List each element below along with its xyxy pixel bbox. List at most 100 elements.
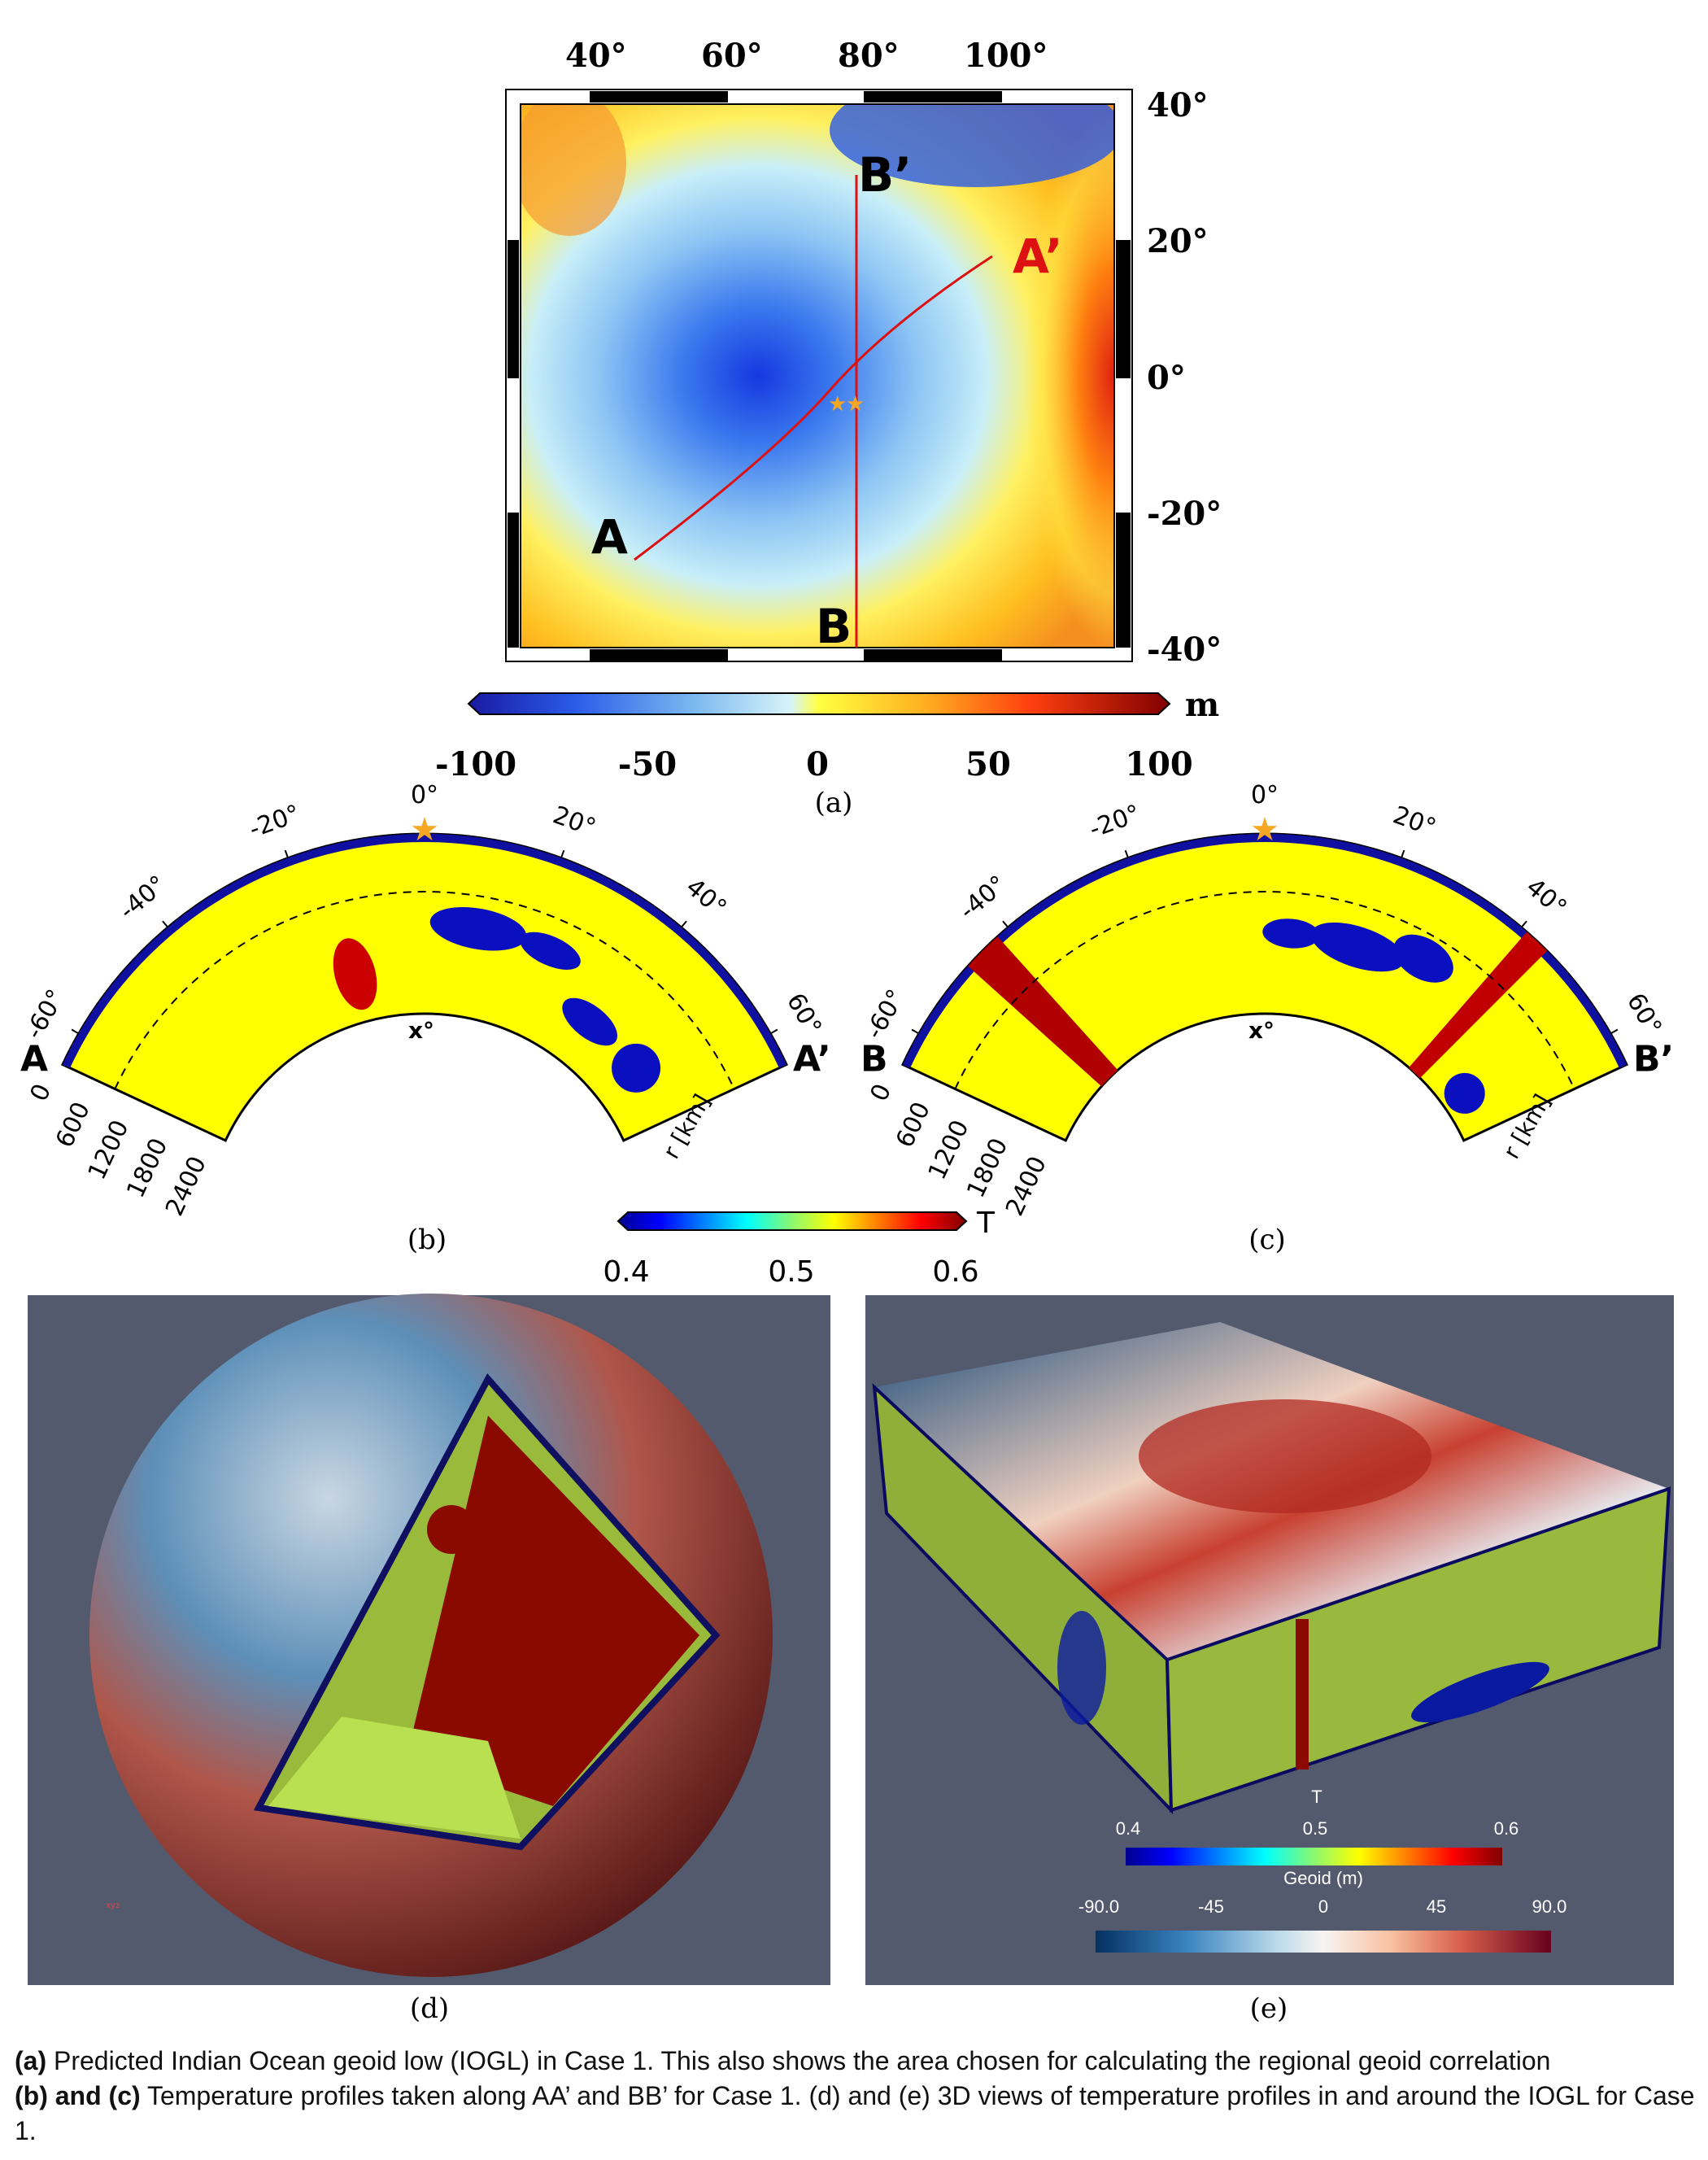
lat-tick: 40° bbox=[1147, 86, 1209, 124]
depth-tick-label: 600 bbox=[891, 1097, 936, 1152]
e-t-title: T bbox=[1311, 1787, 1322, 1807]
figure-caption: (a) Predicted Indian Ocean geoid low (IO… bbox=[15, 2044, 1698, 2149]
depth-tick-label: 2400 bbox=[160, 1152, 212, 1220]
label-a-prime: A’ bbox=[1013, 229, 1063, 284]
angle-tick-label: 20° bbox=[1389, 801, 1440, 842]
t-tick: 0.6 bbox=[932, 1255, 978, 1289]
e-geoid-colorbar bbox=[1096, 1931, 1551, 1953]
lat-tick: 20° bbox=[1147, 222, 1209, 260]
lon-tick: 80° bbox=[838, 37, 900, 75]
panel-label-c: (c) bbox=[1248, 1224, 1286, 1256]
depth-tick-label: 1800 bbox=[961, 1134, 1013, 1202]
angle-tick-label: 0° bbox=[1251, 781, 1279, 809]
e-geoid-tick: -90.0 bbox=[1078, 1896, 1119, 1917]
e-t-tick: 0.4 bbox=[1116, 1818, 1141, 1839]
anomaly bbox=[333, 938, 377, 1010]
angle-tick-label: -20° bbox=[1086, 800, 1144, 844]
depth-tick-label: 1200 bbox=[923, 1116, 975, 1185]
profile-start-label: A bbox=[20, 1038, 48, 1080]
label-b-prime: B’ bbox=[858, 147, 912, 203]
anomaly bbox=[520, 932, 581, 970]
profile-end-label: A’ bbox=[793, 1038, 831, 1080]
label-b: B bbox=[816, 599, 852, 654]
lon-tick: 40° bbox=[565, 37, 627, 75]
panel-label-d: (d) bbox=[410, 1992, 449, 2025]
caption-bold: (a) bbox=[15, 2046, 47, 2075]
anomaly bbox=[562, 997, 618, 1046]
t-title: T bbox=[976, 1207, 996, 1240]
depth-tick-label: 600 bbox=[50, 1097, 96, 1152]
e-t-tick: 0.5 bbox=[1303, 1818, 1328, 1839]
panel-c-cross-section: -60° -40° -20° 0° 20° 40° 60° ★ 0600120018002400… bbox=[860, 781, 1674, 1220]
caption-text: Predicted Indian Ocean geoid low (IOGL) … bbox=[46, 2046, 1551, 2075]
transition-zone-line bbox=[114, 891, 735, 1089]
angle-tick-label: 40° bbox=[1521, 873, 1572, 923]
depth-tick-label: 0 bbox=[865, 1080, 897, 1106]
svg-text:xyz: xyz bbox=[106, 1901, 120, 1910]
label-a: A bbox=[591, 509, 628, 565]
e-geoid-tick: 45 bbox=[1427, 1896, 1446, 1917]
colorbar-tick: 0 bbox=[806, 745, 829, 783]
star-icon: ★ bbox=[828, 392, 847, 417]
e-geoid-title: Geoid (m) bbox=[1283, 1868, 1363, 1888]
lat-tick: -20° bbox=[1147, 495, 1222, 533]
anomaly bbox=[1310, 922, 1405, 972]
anomaly bbox=[612, 1043, 661, 1093]
angle-tick-label: -40° bbox=[954, 871, 1013, 926]
lon-tick: 60° bbox=[701, 37, 763, 75]
panel-b-cross-section: -60° -40° -20° 0° 20° 40° 60° ★ 0600120018002400… bbox=[20, 781, 830, 1220]
depth-tick-label: 1800 bbox=[121, 1134, 173, 1202]
anomaly bbox=[429, 907, 527, 951]
anomaly bbox=[1444, 1072, 1485, 1114]
profile-end-label: B’ bbox=[1633, 1038, 1674, 1080]
lon-tick: 100° bbox=[964, 37, 1048, 75]
angle-tick-label: -40° bbox=[114, 871, 172, 926]
star-icon: ★ bbox=[846, 392, 865, 417]
colorbar-tick: 50 bbox=[965, 745, 1011, 783]
panel-label-b: (b) bbox=[407, 1224, 447, 1256]
star-icon: ★ bbox=[1250, 811, 1279, 849]
e-t-tick: 0.6 bbox=[1494, 1818, 1519, 1839]
geoid-colorbar: -100 -50 0 50 100 m bbox=[435, 686, 1219, 783]
angle-tick-label: 20° bbox=[549, 801, 599, 842]
angle-tick-label: 0° bbox=[411, 781, 438, 809]
e-t-colorbar bbox=[1126, 1848, 1502, 1865]
depth-tick-label: 0 bbox=[24, 1080, 57, 1106]
colorbar-unit: m bbox=[1185, 686, 1219, 724]
colorbar-tick: 100 bbox=[1125, 745, 1193, 783]
angle-tick-label: 60° bbox=[1621, 988, 1667, 1041]
t-tick: 0.4 bbox=[603, 1255, 649, 1289]
angle-tick-label: -20° bbox=[246, 800, 304, 844]
lat-tick: -40° bbox=[1147, 631, 1222, 669]
angle-tick-label: 40° bbox=[681, 873, 732, 923]
colorbar-tick: -50 bbox=[618, 745, 677, 783]
caption-bold: (b) and (c) bbox=[15, 2081, 141, 2110]
geoid-map: ★ ★ bbox=[505, 89, 1133, 662]
x-axis-label: x° bbox=[408, 1017, 434, 1044]
e-geoid-tick: 0 bbox=[1318, 1896, 1328, 1917]
colorbar-tick: -100 bbox=[435, 745, 516, 783]
lat-tick: 0° bbox=[1147, 359, 1186, 397]
caption-text: Temperature profiles taken along AA’ and… bbox=[15, 2081, 1695, 2145]
panel-label-a: (a) bbox=[815, 787, 853, 819]
depth-tick-label: 1200 bbox=[83, 1116, 135, 1185]
profile-line-aa bbox=[634, 255, 993, 561]
anomaly bbox=[1262, 919, 1320, 949]
temperature-colorbar: 0.4 0.5 0.6 T bbox=[603, 1207, 996, 1289]
star-icon: ★ bbox=[410, 811, 439, 849]
angle-tick-label: 60° bbox=[781, 988, 827, 1041]
angle-tick-label: -60° bbox=[860, 984, 910, 1044]
e-geoid-tick: -45 bbox=[1198, 1896, 1224, 1917]
box-3d-view: T 0.4 0.5 0.6 Geoid (m) -90.0 -45 0 45 9… bbox=[865, 1295, 1674, 1985]
anomaly bbox=[1393, 934, 1453, 983]
transition-zone-line bbox=[954, 890, 1575, 1089]
depth-tick-label: 2400 bbox=[1000, 1152, 1052, 1220]
e-geoid-tick: 90.0 bbox=[1532, 1896, 1567, 1917]
t-tick: 0.5 bbox=[768, 1255, 814, 1289]
profile-start-label: B bbox=[861, 1038, 888, 1080]
x-axis-label: x° bbox=[1248, 1017, 1274, 1044]
sphere-3d-view: xyz bbox=[28, 1294, 830, 1985]
panel-label-e: (e) bbox=[1250, 1992, 1288, 2025]
angle-tick-label: -60° bbox=[20, 984, 70, 1044]
